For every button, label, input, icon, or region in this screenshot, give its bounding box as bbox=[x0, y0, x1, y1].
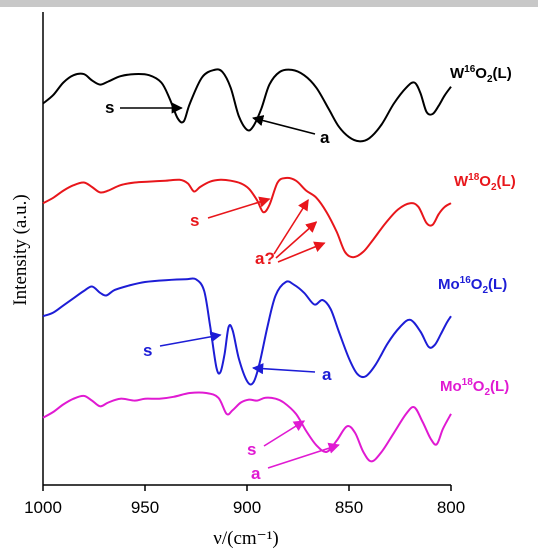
series-label-sub: 2 bbox=[482, 285, 488, 296]
spectrum-traces bbox=[42, 68, 452, 463]
series-label-mid: O bbox=[473, 378, 485, 395]
series-label-iso: 18 bbox=[462, 377, 474, 388]
series-label-iso: 18 bbox=[468, 172, 480, 183]
annotation-label-mo18: s bbox=[247, 440, 256, 459]
series-label-base: W bbox=[454, 173, 469, 190]
series-label-mo16: Mo16O2(L) bbox=[438, 275, 507, 296]
annotation-arrow-w16 bbox=[252, 115, 316, 135]
x-ticks: 1000 950 900 850 800 bbox=[24, 485, 465, 517]
x-tick-label: 900 bbox=[233, 498, 261, 517]
annotation-arrow-mo18 bbox=[263, 420, 306, 447]
series-label-tail: (L) bbox=[493, 65, 512, 82]
series-label-iso: 16 bbox=[460, 275, 472, 286]
annotation-label-mo18: a bbox=[251, 464, 261, 483]
series-label-sub: 2 bbox=[491, 182, 497, 193]
annotation-label-w18: a? bbox=[255, 249, 275, 268]
trace-w16 bbox=[42, 68, 452, 143]
x-tick-label: 850 bbox=[335, 498, 363, 517]
series-label-iso: 16 bbox=[464, 64, 476, 75]
annotation-arrow-mo16 bbox=[159, 331, 222, 347]
annotation-arrow-w18 bbox=[277, 241, 326, 263]
series-label-sub: 2 bbox=[487, 74, 493, 85]
series-label-mid: O bbox=[471, 276, 483, 293]
series-label-mid: O bbox=[475, 65, 487, 82]
annotation-arrow-w18 bbox=[207, 196, 271, 219]
series-label-w18: W18O2(L) bbox=[454, 172, 516, 193]
annotation-label-w16: a bbox=[320, 128, 330, 147]
annotation-arrow-w18 bbox=[275, 221, 318, 259]
series-label-tail: (L) bbox=[497, 173, 516, 190]
x-axis-label: ν/(cm⁻¹) bbox=[213, 528, 278, 549]
annotation-arrow-w18 bbox=[273, 199, 309, 255]
annotation-label-w16: s bbox=[105, 98, 114, 117]
series-label-base: Mo bbox=[440, 378, 462, 395]
series-label-mid: O bbox=[479, 173, 491, 190]
axes: 1000 950 900 850 800 bbox=[24, 12, 465, 517]
trace-mo16 bbox=[42, 277, 452, 386]
y-axis-label: Intensity (a.u.) bbox=[10, 194, 31, 305]
series-label-tail: (L) bbox=[488, 276, 507, 293]
annotation-label-w18: s bbox=[190, 211, 199, 230]
trace-w18 bbox=[42, 176, 452, 259]
series-labels: W16O2(L)W18O2(L)Mo16O2(L)Mo18O2(L) bbox=[438, 64, 516, 398]
top-border-strip bbox=[0, 0, 538, 7]
x-tick-label: 1000 bbox=[24, 498, 62, 517]
annotation-arrow-mo18 bbox=[267, 442, 340, 469]
x-tick-label: 950 bbox=[131, 498, 159, 517]
series-label-sub: 2 bbox=[484, 387, 490, 398]
annotation-arrow-mo16 bbox=[252, 363, 316, 375]
trace-mo18 bbox=[42, 391, 452, 463]
annotation-label-mo16: s bbox=[143, 341, 152, 360]
series-label-base: Mo bbox=[438, 276, 460, 293]
series-label-mo18: Mo18O2(L) bbox=[440, 377, 509, 398]
annotation-label-mo16: a bbox=[322, 365, 332, 384]
series-label-tail: (L) bbox=[490, 378, 509, 395]
series-label-base: W bbox=[450, 65, 465, 82]
series-label-w16: W16O2(L) bbox=[450, 64, 512, 85]
x-tick-label: 800 bbox=[437, 498, 465, 517]
